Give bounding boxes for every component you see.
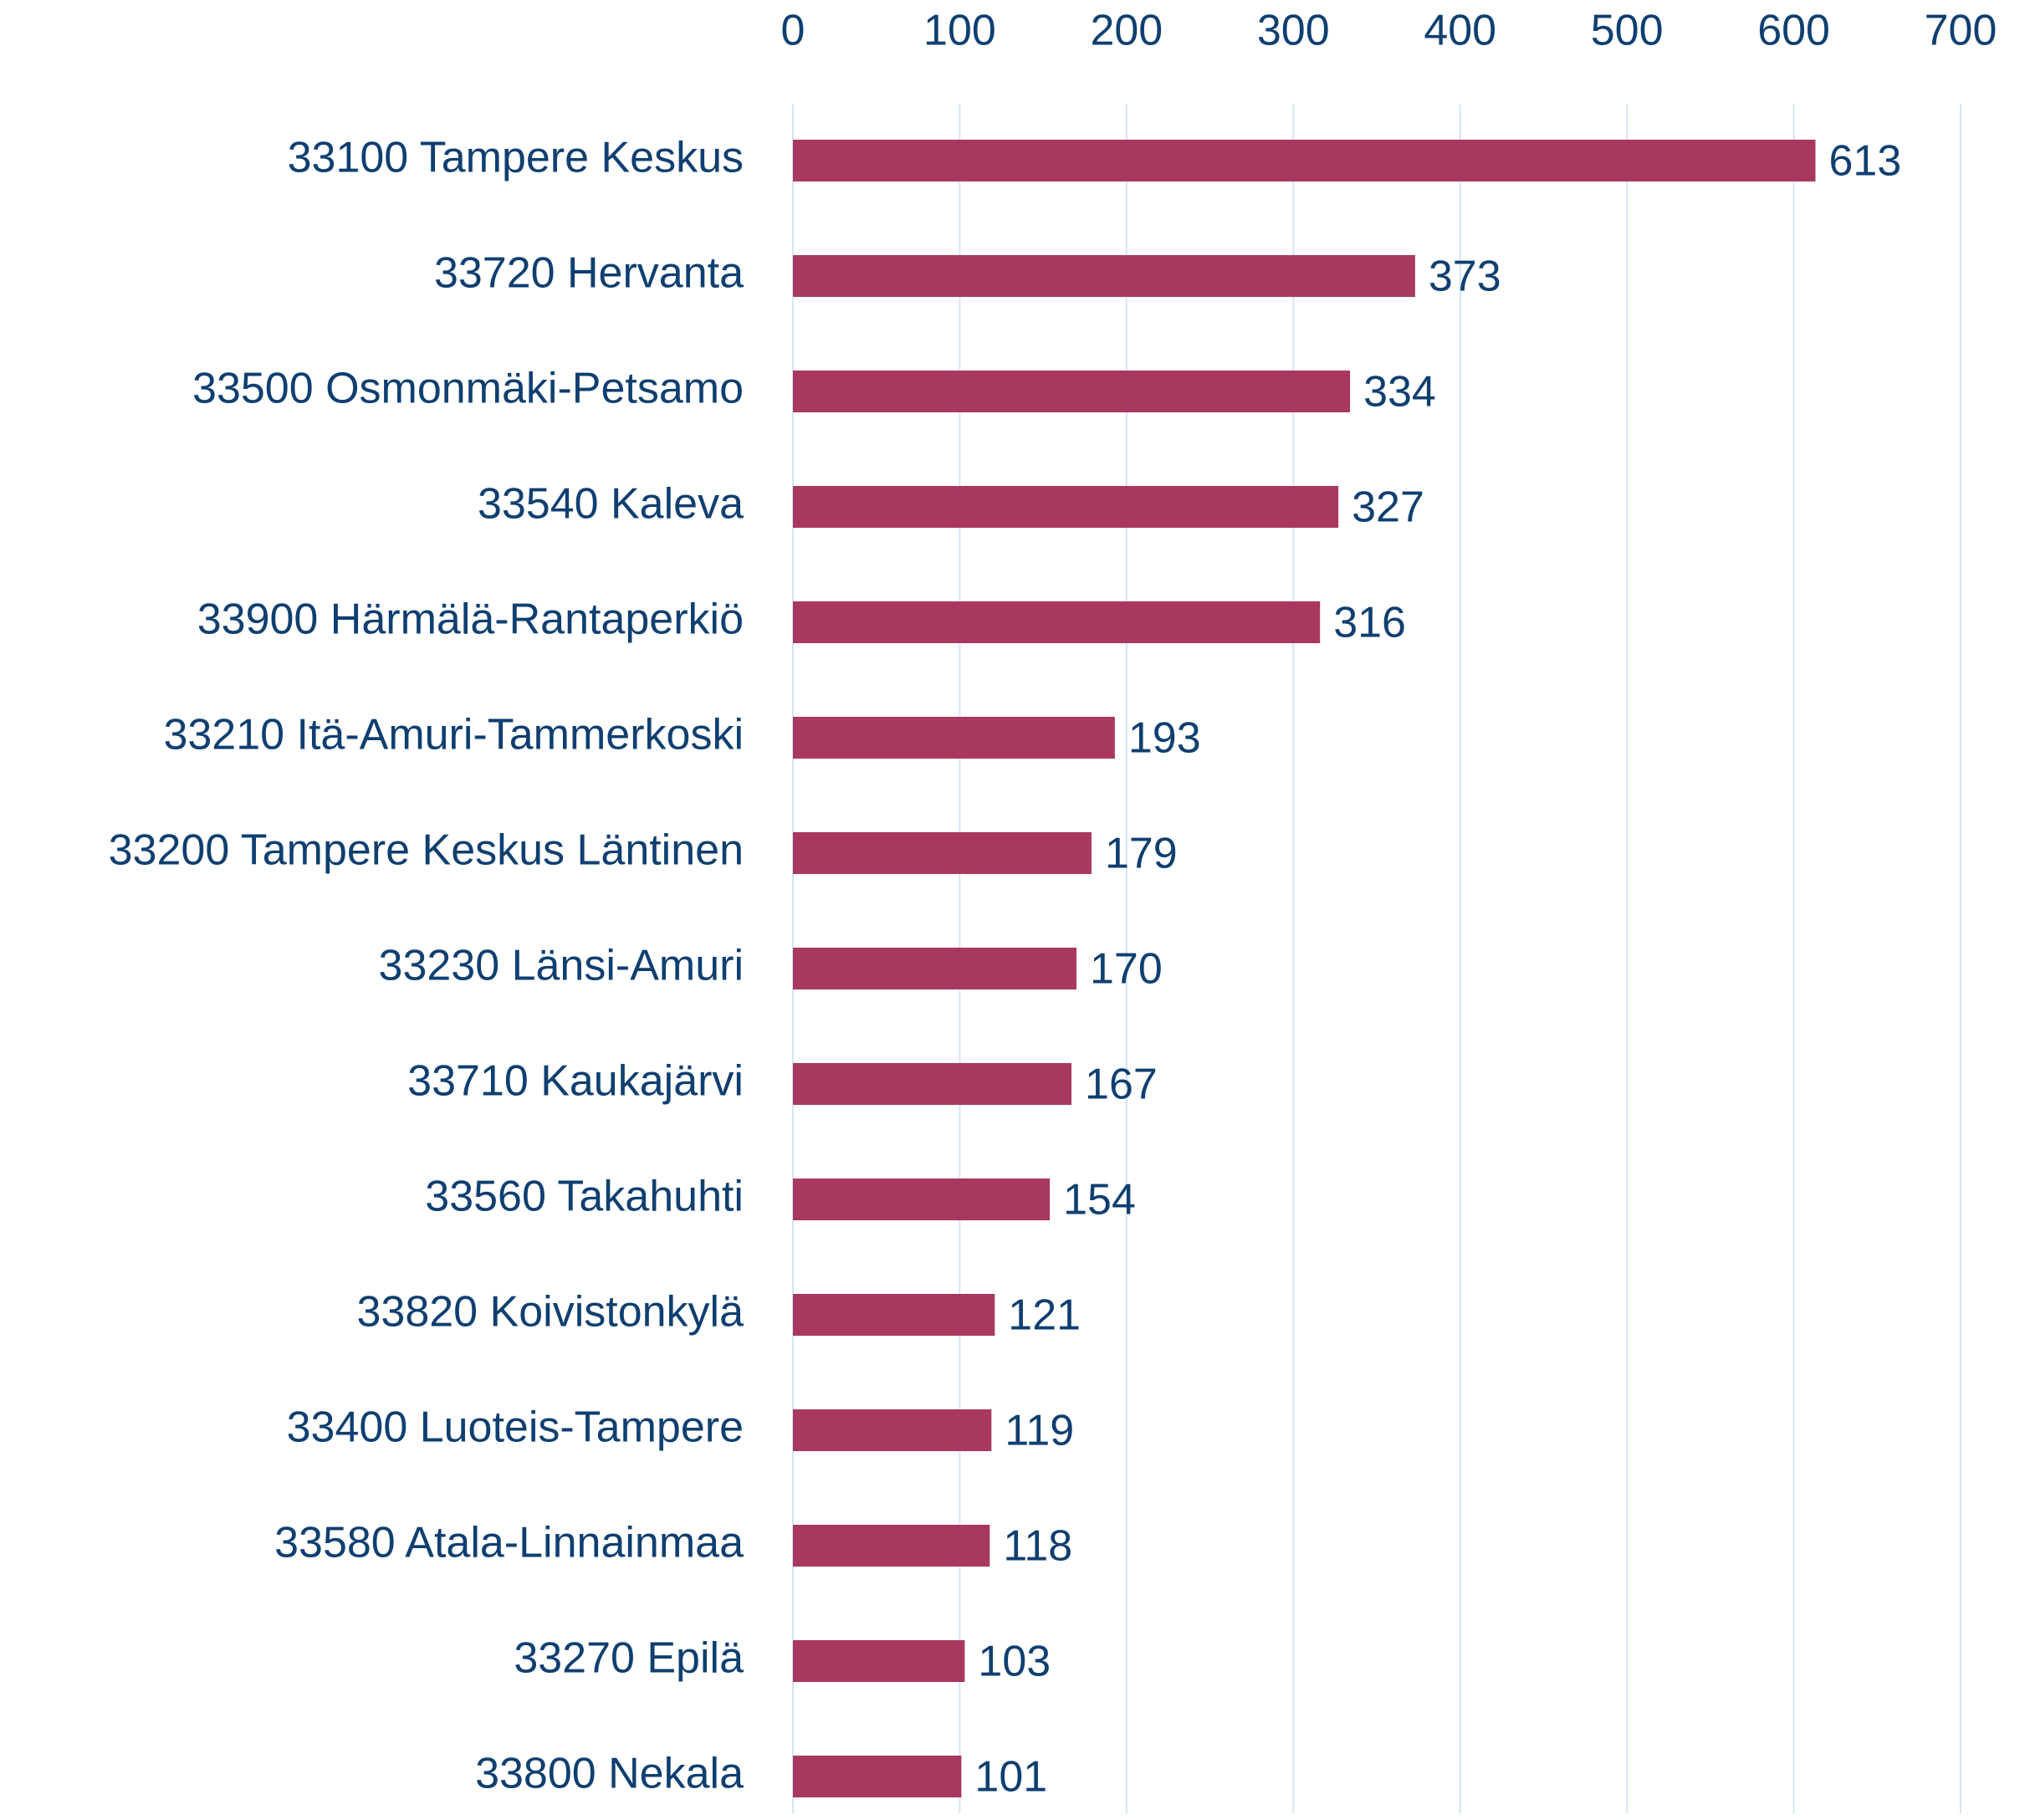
bar bbox=[793, 1409, 992, 1451]
bar bbox=[793, 1178, 1051, 1220]
y-tick-label: 33210 Itä-Amuri-Tammerkoski bbox=[163, 711, 744, 759]
value-label: 334 bbox=[1363, 368, 1436, 417]
y-tick-label: 33230 Länsi-Amuri bbox=[379, 942, 744, 990]
y-tick-label: 33560 Takahuhti bbox=[425, 1173, 744, 1221]
value-label: 316 bbox=[1333, 599, 1406, 647]
y-tick-label: 33800 Nekala bbox=[475, 1750, 744, 1798]
y-tick-label: 33580 Atala-Linnainmaa bbox=[274, 1519, 744, 1567]
y-tick-label: 33500 Osmonmäki-Petsamo bbox=[192, 365, 744, 413]
y-tick-label: 33540 Kaleva bbox=[478, 480, 744, 529]
y-tick-label: 33820 Koivistonkylä bbox=[356, 1288, 744, 1337]
value-label: 118 bbox=[1003, 1522, 1072, 1571]
bar bbox=[793, 486, 1339, 528]
x-tick-label: 600 bbox=[1757, 7, 1830, 55]
bar bbox=[793, 717, 1115, 759]
bar bbox=[793, 255, 1415, 297]
y-tick-label: 33100 Tampere Keskus bbox=[288, 134, 744, 182]
y-tick-label: 33270 Epilä bbox=[514, 1634, 744, 1683]
value-label: 121 bbox=[1008, 1291, 1081, 1340]
value-label: 327 bbox=[1352, 483, 1424, 532]
value-label: 193 bbox=[1128, 714, 1201, 763]
y-tick-label: 33710 Kaukajärvi bbox=[407, 1057, 744, 1106]
x-tick-label: 700 bbox=[1925, 7, 1997, 55]
bar bbox=[793, 948, 1077, 989]
value-label: 119 bbox=[1005, 1407, 1074, 1455]
x-tick-label: 500 bbox=[1591, 7, 1664, 55]
value-label: 179 bbox=[1105, 830, 1178, 878]
bar bbox=[793, 1525, 990, 1567]
x-tick-label: 400 bbox=[1424, 7, 1496, 55]
value-label: 103 bbox=[978, 1638, 1051, 1686]
bar bbox=[793, 1640, 965, 1682]
y-tick-label: 33400 Luoteis-Tampere bbox=[287, 1403, 744, 1452]
value-label: 154 bbox=[1063, 1176, 1136, 1224]
bar bbox=[793, 1294, 995, 1336]
x-tick-label: 300 bbox=[1257, 7, 1330, 55]
bar bbox=[793, 832, 1092, 874]
x-tick-label: 100 bbox=[923, 7, 996, 55]
bar bbox=[793, 1756, 962, 1797]
value-label: 373 bbox=[1429, 253, 1501, 301]
x-tick-label: 200 bbox=[1090, 7, 1163, 55]
bar bbox=[793, 601, 1321, 643]
y-tick-label: 33200 Tampere Keskus Läntinen bbox=[109, 826, 744, 875]
x-tick-label: 0 bbox=[781, 7, 805, 55]
y-tick-label: 33900 Härmälä-Rantaperkiö bbox=[197, 596, 744, 644]
value-label: 167 bbox=[1085, 1061, 1158, 1109]
value-label: 101 bbox=[974, 1753, 1047, 1802]
y-tick-label: 33720 Hervanta bbox=[434, 249, 744, 298]
bar bbox=[793, 140, 1816, 181]
bar bbox=[793, 1063, 1072, 1105]
value-label: 170 bbox=[1090, 945, 1163, 994]
bar bbox=[793, 371, 1351, 412]
value-label: 613 bbox=[1828, 137, 1901, 186]
